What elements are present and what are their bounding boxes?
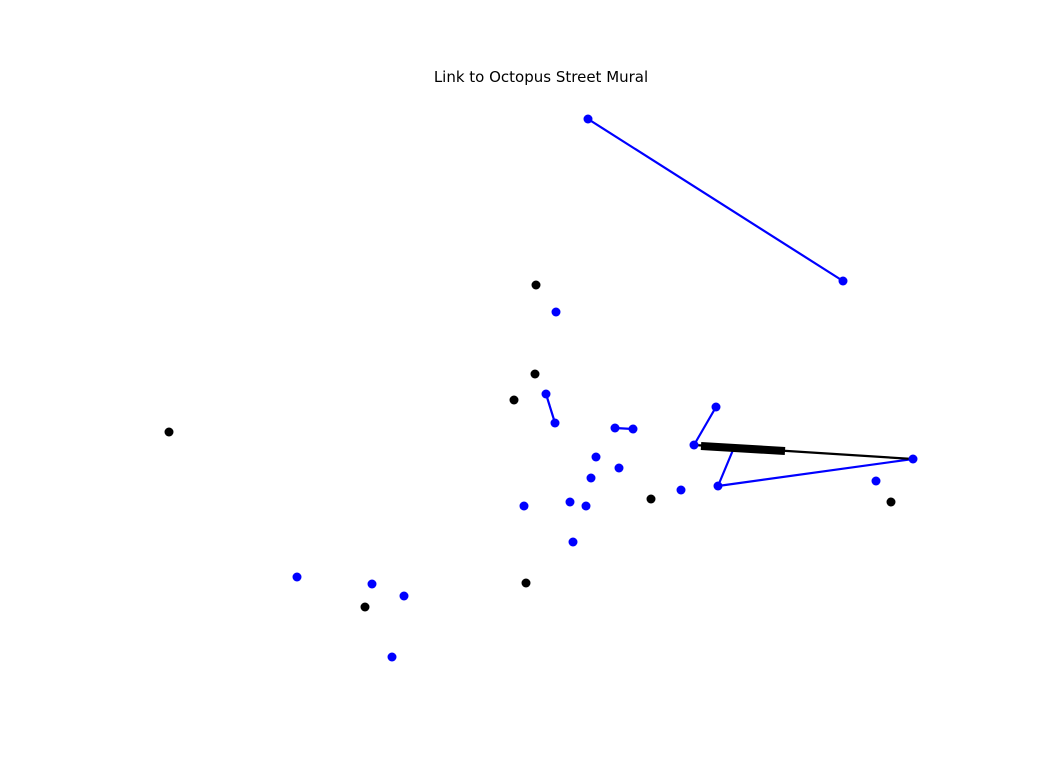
graph-node-blue <box>399 591 409 601</box>
graph-node-blue <box>387 652 397 662</box>
graph-node-black <box>530 369 540 379</box>
graph-node-black <box>164 427 174 437</box>
graph-node-blue <box>367 579 377 589</box>
graph-node-blue <box>565 497 575 507</box>
graph-node-blue <box>583 114 593 124</box>
graph-node-blue <box>676 485 686 495</box>
graph-node-black <box>360 602 370 612</box>
graph-node-blue <box>591 452 601 462</box>
graph-node-blue <box>871 476 881 486</box>
graph-node-black <box>509 395 519 405</box>
graph-node-blue <box>581 501 591 511</box>
graph-node-blue <box>541 389 551 399</box>
graph-node-blue <box>614 463 624 473</box>
graph-edge <box>544 393 557 424</box>
graph-node-black <box>886 497 896 507</box>
graph-edge <box>716 449 735 487</box>
graph-node-blue <box>711 402 721 412</box>
edges-layer <box>544 118 914 488</box>
graph-edge <box>693 406 717 446</box>
graph-node-blue <box>568 537 578 547</box>
graph-node-blue <box>838 276 848 286</box>
graph-edge <box>717 457 914 488</box>
graph-edge <box>587 118 844 282</box>
graph-node-blue <box>292 572 302 582</box>
graph-node-black <box>531 280 541 290</box>
graph-node-black <box>646 494 656 504</box>
graph-node-blue <box>586 473 596 483</box>
graph-node-blue <box>908 454 918 464</box>
graph-node-blue <box>519 501 529 511</box>
nodes-layer <box>164 114 918 662</box>
graph-node-blue <box>713 481 723 491</box>
graph-node-blue <box>689 440 699 450</box>
diagram-title: Link to Octopus Street Mural <box>433 68 649 86</box>
graph-node-blue <box>550 418 560 428</box>
graph-node-blue <box>610 423 620 433</box>
graph-edge <box>700 442 786 455</box>
graph-node-black <box>521 578 531 588</box>
graph-node-blue <box>628 424 638 434</box>
graph-node-blue <box>551 307 561 317</box>
